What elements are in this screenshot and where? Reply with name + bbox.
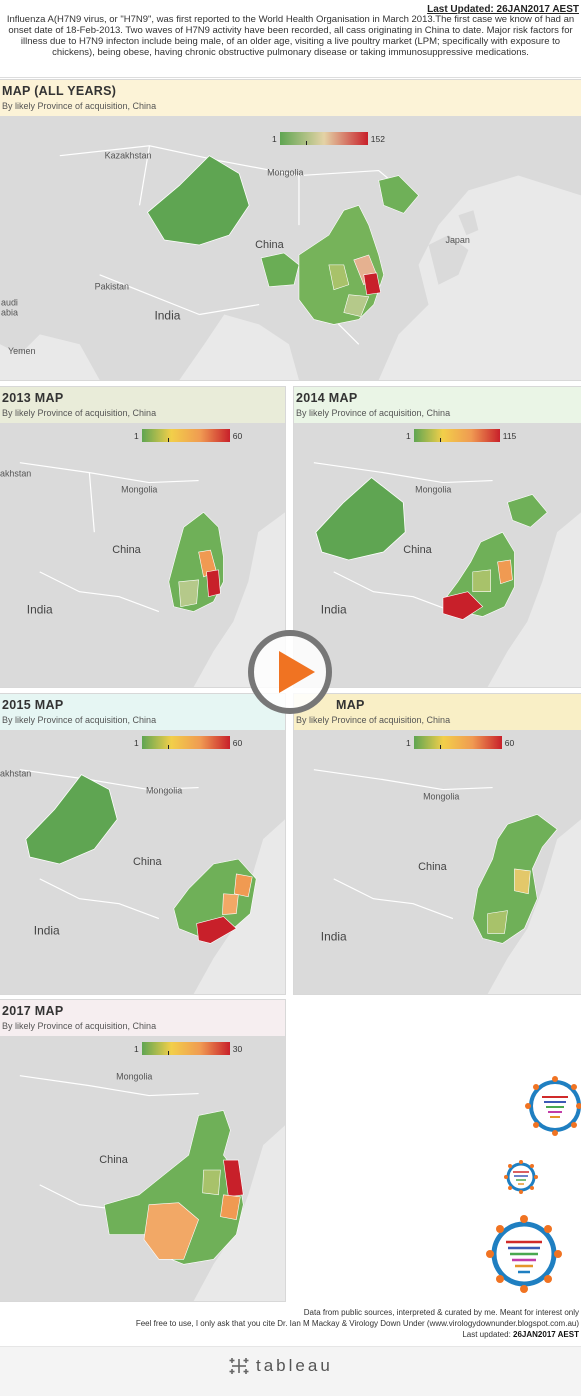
map-panel-2014: 2014 MAP By likely Province of acquisiti… (293, 386, 581, 688)
map-canvas[interactable]: akhstan Mongolia China India (0, 423, 285, 687)
panel-subtitle: By likely Province of acquisition, China (2, 1021, 157, 1031)
map-label-saudi: audi (1, 298, 18, 308)
panel-subtitle: By likely Province of acquisition, China (296, 715, 451, 725)
panel-title: 2014 MAP (296, 391, 358, 405)
map-label-mongolia: Mongolia (415, 484, 451, 494)
map-label-mongolia: Mongolia (267, 168, 303, 178)
legend-max: 30 (232, 1043, 243, 1054)
legend-max: 60 (232, 737, 243, 748)
footer-updated-value: 26JAN2017 AEST (513, 1330, 579, 1339)
map-canvas[interactable]: akhstan Mongolia China India (0, 730, 285, 994)
map-label-yemen: Yemen (8, 346, 36, 356)
intro-text: Influenza A(H7N9 virus, or "H7N9", was f… (6, 14, 575, 58)
panel-title: MAP (336, 698, 365, 712)
legend-max: 152 (370, 133, 385, 144)
panel-header: 2013 MAP By likely Province of acquisiti… (0, 387, 285, 423)
panel-header: 2014 MAP By likely Province of acquisiti… (294, 387, 581, 423)
map-label-india: India (34, 923, 60, 937)
map-label-mongolia: Mongolia (116, 1072, 152, 1082)
panel-title: MAP (ALL YEARS) (2, 84, 117, 98)
panel-title: 2013 MAP (2, 391, 64, 405)
color-legend: 1 30 (134, 1042, 242, 1055)
panel-subtitle: By likely Province of acquisition, China (2, 101, 157, 111)
panel-subtitle: By likely Province of acquisition, China (296, 408, 451, 418)
map-label-china: China (133, 856, 162, 868)
color-legend: 1 60 (134, 736, 242, 749)
panel-header: 2015 MAP By likely Province of acquisiti… (0, 694, 285, 730)
legend-min: 1 (406, 737, 411, 748)
map-label-kazakhstan: akhstan (0, 469, 31, 479)
panel-title: 2017 MAP (2, 1004, 64, 1018)
tableau-wordmark: tableau (256, 1356, 333, 1375)
footer-credits: Data from public sources, interpreted & … (19, 1307, 579, 1340)
map-label-kazakhstan: akhstan (0, 769, 31, 779)
top-bar: Last Updated: 26JAN2017 AEST Influenza A… (0, 0, 581, 78)
color-legend: 1 152 (272, 132, 385, 145)
color-legend: 1 60 (406, 736, 514, 749)
map-label-india: India (154, 308, 180, 322)
legend-gradient (141, 429, 230, 442)
virus-icon (486, 1215, 562, 1293)
panel-header: MAP (ALL YEARS) By likely Province of ac… (0, 80, 581, 116)
map-label-china: China (255, 239, 285, 251)
color-legend: 1 60 (134, 429, 242, 442)
legend-min: 1 (134, 1043, 139, 1054)
tableau-link[interactable]: tableau (228, 1355, 333, 1377)
panel-title: 2015 MAP (2, 698, 64, 712)
tableau-footer: tableau (0, 1346, 581, 1396)
legend-min: 1 (134, 737, 139, 748)
legend-max: 60 (504, 737, 515, 748)
map-label-india: India (321, 929, 347, 943)
footer-line-3: Last updated: 26JAN2017 AEST (19, 1329, 579, 1340)
map-label-pakistan: Pakistan (95, 282, 129, 292)
tableau-logo-icon (229, 1358, 249, 1374)
virus-icon (504, 1160, 538, 1194)
map-canvas[interactable]: Kazakhstan Mongolia China India Japan Pa… (0, 116, 581, 380)
map-panel-all-years: MAP (ALL YEARS) By likely Province of ac… (0, 79, 581, 381)
map-label-arabia: abia (1, 308, 18, 318)
panel-header: 2017 MAP By likely Province of acquisiti… (0, 1000, 285, 1036)
play-icon (279, 651, 315, 693)
panel-subtitle: By likely Province of acquisition, China (2, 408, 157, 418)
legend-min: 1 (272, 133, 277, 144)
map-label-china: China (99, 1154, 128, 1166)
map-label-mongolia: Mongolia (121, 484, 157, 494)
map-panel-2016: MAP By likely Province of acquisition, C… (293, 693, 581, 995)
map-label-china: China (112, 544, 141, 556)
footer-updated-prefix: Last updated: (462, 1330, 514, 1339)
panel-header: MAP By likely Province of acquisition, C… (294, 694, 581, 730)
color-legend: 1 115 (406, 429, 516, 442)
map-label-china: China (418, 861, 447, 873)
legend-min: 1 (134, 430, 139, 441)
virus-icon (525, 1076, 581, 1136)
map-panel-2013: 2013 MAP By likely Province of acquisiti… (0, 386, 286, 688)
map-panel-2015: 2015 MAP By likely Province of acquisiti… (0, 693, 286, 995)
map-panel-2017: 2017 MAP By likely Province of acquisiti… (0, 999, 286, 1302)
panel-subtitle: By likely Province of acquisition, China (2, 715, 157, 725)
legend-gradient (141, 736, 230, 749)
map-canvas[interactable]: Mongolia China India (294, 730, 581, 994)
map-label-mongolia: Mongolia (146, 786, 182, 796)
legend-gradient (413, 736, 502, 749)
play-button[interactable] (248, 630, 332, 714)
map-label-mongolia: Mongolia (423, 791, 459, 801)
legend-max: 115 (502, 430, 517, 441)
legend-gradient (279, 132, 368, 145)
map-label-japan: Japan (445, 235, 469, 245)
footer-line-2: Feel free to use, I only ask that you ci… (135, 1319, 579, 1328)
last-updated-link[interactable]: Last Updated: 26JAN2017 AEST (427, 4, 579, 15)
map-canvas[interactable]: Mongolia China (0, 1036, 285, 1301)
legend-min: 1 (406, 430, 411, 441)
map-label-india: India (321, 603, 347, 617)
map-label-kazakhstan: Kazakhstan (105, 151, 152, 161)
map-canvas[interactable]: Mongolia China India (294, 423, 581, 687)
footer-line-1: Data from public sources, interpreted & … (303, 1308, 579, 1317)
legend-max: 60 (232, 430, 243, 441)
map-label-india: India (27, 603, 53, 617)
map-label-china: China (403, 544, 432, 556)
legend-gradient (141, 1042, 230, 1055)
legend-gradient (413, 429, 500, 442)
